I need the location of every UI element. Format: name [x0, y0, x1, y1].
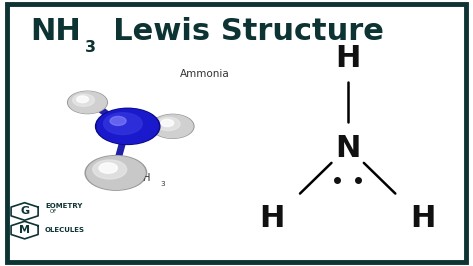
Circle shape: [73, 94, 95, 106]
Text: M: M: [19, 225, 30, 235]
Text: 3: 3: [160, 181, 165, 186]
Text: H: H: [411, 203, 436, 233]
Circle shape: [93, 160, 127, 179]
Text: H: H: [335, 44, 360, 73]
Text: NH: NH: [31, 17, 81, 46]
Text: NH: NH: [135, 173, 150, 183]
Circle shape: [110, 117, 126, 126]
Circle shape: [151, 114, 194, 138]
Text: EOMETRY: EOMETRY: [45, 203, 82, 209]
Circle shape: [161, 119, 174, 127]
Circle shape: [99, 163, 117, 173]
Circle shape: [96, 108, 160, 144]
Text: N: N: [335, 134, 360, 164]
Circle shape: [85, 156, 147, 190]
Text: OF: OF: [50, 209, 57, 214]
Circle shape: [97, 109, 158, 144]
Text: Ammonia: Ammonia: [180, 69, 229, 80]
Circle shape: [77, 96, 88, 103]
Text: H: H: [259, 203, 285, 233]
Text: 3: 3: [85, 40, 96, 55]
Text: OLECULES: OLECULES: [45, 227, 85, 233]
Text: G: G: [20, 206, 29, 217]
Circle shape: [68, 91, 107, 114]
Text: Lewis Structure: Lewis Structure: [92, 17, 384, 46]
Circle shape: [104, 113, 142, 135]
Circle shape: [69, 92, 106, 113]
Circle shape: [87, 156, 145, 189]
Circle shape: [157, 117, 180, 131]
Circle shape: [152, 115, 193, 138]
